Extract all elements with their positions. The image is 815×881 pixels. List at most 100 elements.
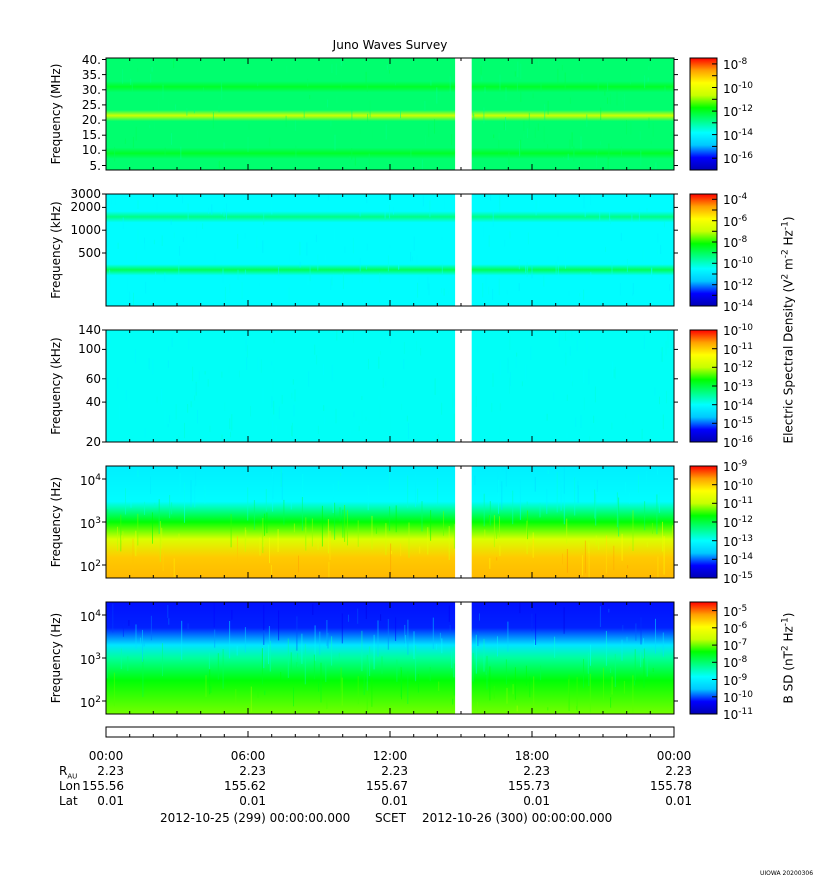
noise-streak bbox=[312, 603, 314, 615]
noise-streak bbox=[217, 653, 219, 680]
noise-streak bbox=[373, 634, 375, 670]
noise-streak bbox=[285, 115, 287, 128]
noise-streak bbox=[449, 625, 451, 632]
noise-streak bbox=[262, 240, 264, 253]
noise-streak bbox=[401, 403, 402, 410]
noise-streak bbox=[604, 223, 605, 227]
noise-streak bbox=[132, 136, 134, 148]
noise-streak bbox=[259, 537, 261, 556]
noise-streak bbox=[294, 389, 296, 402]
y-tick-label: 35. bbox=[81, 67, 101, 82]
noise-streak bbox=[305, 517, 307, 551]
noise-streak bbox=[518, 283, 520, 291]
noise-streak bbox=[583, 397, 585, 411]
noise-streak bbox=[499, 425, 501, 435]
noise-streak bbox=[122, 68, 124, 84]
noise-streak bbox=[580, 415, 582, 428]
noise-streak bbox=[474, 475, 476, 486]
noise-streak bbox=[586, 338, 588, 354]
noise-streak bbox=[641, 330, 643, 339]
noise-streak bbox=[583, 658, 584, 688]
colorbar-3 bbox=[689, 329, 718, 443]
noise-streak bbox=[566, 518, 568, 544]
noise-streak bbox=[453, 663, 455, 696]
noise-streak bbox=[299, 261, 301, 268]
noise-streak bbox=[643, 334, 645, 350]
noise-streak bbox=[152, 359, 154, 375]
noise-streak bbox=[353, 331, 354, 343]
noise-streak bbox=[508, 152, 510, 166]
noise-streak bbox=[359, 128, 361, 134]
noise-streak bbox=[505, 659, 507, 685]
noise-streak bbox=[418, 276, 420, 292]
noise-streak bbox=[106, 100, 108, 106]
noise-streak bbox=[293, 687, 294, 707]
noise-streak bbox=[309, 264, 311, 282]
colorbar-fill bbox=[689, 57, 718, 171]
noise-streak bbox=[335, 63, 337, 76]
noise-streak bbox=[577, 485, 579, 503]
noise-streak bbox=[607, 82, 609, 91]
noise-streak bbox=[170, 566, 172, 575]
noise-streak bbox=[185, 399, 187, 406]
noise-streak bbox=[535, 200, 537, 216]
noise-streak bbox=[396, 659, 398, 682]
noise-streak bbox=[634, 680, 635, 686]
noise-streak bbox=[613, 545, 615, 571]
noise-streak bbox=[599, 210, 601, 221]
noise-streak bbox=[475, 396, 477, 408]
noise-streak bbox=[626, 636, 628, 642]
noise-streak bbox=[109, 269, 111, 287]
noise-streak bbox=[477, 701, 478, 712]
noise-streak bbox=[621, 639, 623, 661]
noise-streak bbox=[403, 359, 405, 370]
noise-streak bbox=[625, 482, 627, 494]
noise-streak bbox=[271, 421, 273, 429]
noise-streak bbox=[489, 501, 491, 526]
noise-streak bbox=[112, 603, 114, 633]
y-tick-label: 103 bbox=[79, 516, 101, 531]
noise-streak bbox=[385, 124, 387, 140]
colorbar-label: 10-15 bbox=[723, 416, 753, 432]
noise-streak bbox=[415, 474, 416, 508]
noise-streak bbox=[657, 556, 659, 578]
noise-streak bbox=[378, 395, 380, 400]
data-gap bbox=[455, 57, 472, 171]
noise-streak bbox=[561, 65, 563, 71]
noise-streak bbox=[452, 698, 454, 705]
y-tick-label: 3000 bbox=[70, 187, 101, 201]
noise-streak bbox=[419, 546, 421, 554]
noise-streak bbox=[539, 502, 541, 518]
colorbar-label: 10-16 bbox=[723, 435, 753, 450]
noise-streak bbox=[408, 522, 410, 558]
y-tick-label: 20 bbox=[85, 435, 101, 449]
noise-streak bbox=[204, 371, 206, 375]
noise-streak bbox=[302, 474, 304, 500]
noise-streak bbox=[336, 96, 338, 104]
noise-streak bbox=[349, 156, 351, 164]
noise-streak bbox=[161, 527, 163, 549]
noise-streak bbox=[565, 331, 567, 341]
ephemeris-value: 155.73 bbox=[508, 779, 550, 793]
noise-streak bbox=[599, 606, 601, 627]
noise-streak bbox=[218, 161, 220, 169]
noise-streak bbox=[512, 490, 514, 525]
noise-streak bbox=[244, 627, 246, 653]
noise-streak bbox=[120, 648, 122, 669]
noise-streak bbox=[622, 625, 624, 632]
noise-streak bbox=[509, 377, 510, 394]
noise-streak bbox=[588, 551, 590, 578]
noise-streak bbox=[417, 674, 419, 693]
noise-streak bbox=[359, 258, 361, 272]
noise-streak bbox=[571, 374, 573, 387]
noise-streak bbox=[567, 153, 569, 161]
noise-streak bbox=[385, 523, 387, 555]
noise-streak bbox=[638, 474, 639, 493]
noise-streak bbox=[218, 105, 220, 112]
noise-streak bbox=[211, 204, 213, 215]
noise-streak bbox=[311, 518, 313, 547]
noise-streak bbox=[152, 197, 154, 202]
noise-streak bbox=[527, 128, 528, 139]
noise-streak bbox=[127, 656, 129, 671]
noise-streak bbox=[150, 615, 152, 641]
